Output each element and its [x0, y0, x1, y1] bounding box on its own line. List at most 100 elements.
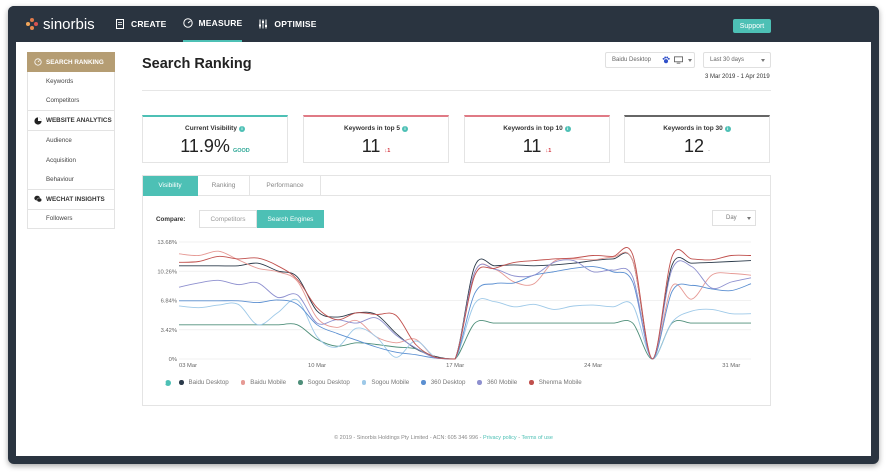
footer: © 2019 - Sinorbis Holdings Pty Limited -…	[16, 435, 871, 441]
granularity-value: Day	[726, 215, 737, 221]
tab-ranking[interactable]: Ranking	[198, 176, 250, 196]
legend-item-shenma-mobile[interactable]: Shenma Mobile	[529, 379, 582, 386]
granularity-select[interactable]: Day	[712, 210, 756, 226]
series-line-shenma-mobile[interactable]	[178, 247, 752, 360]
legend-item-baidu-mobile[interactable]: Baidu Mobile	[240, 379, 287, 386]
legend-label: Shenma Mobile	[538, 379, 582, 386]
kpi-delta: ↓1	[545, 148, 552, 154]
title-divider	[142, 90, 771, 91]
info-icon[interactable]: i	[564, 125, 571, 132]
series-line-360-desktop[interactable]	[178, 266, 752, 360]
engine-select[interactable]: Baidu Desktop	[605, 52, 695, 68]
legend-item-360-desktop[interactable]: 360 Desktop	[421, 379, 465, 386]
kpi-label-row: Current Visibility i	[143, 125, 287, 132]
kpi-value: 11	[522, 136, 542, 156]
series-line-sogou-mobile[interactable]	[178, 298, 752, 360]
legend-swatch	[361, 380, 367, 385]
sidebar-group-website-analytics[interactable]: WEBSITE ANALYTICS	[27, 111, 115, 131]
nav-measure[interactable]: MEASURE	[182, 6, 243, 42]
legend-item-360-mobile[interactable]: 360 Mobile	[477, 379, 517, 386]
x-tick-label: 17 Mar	[446, 363, 464, 369]
kpi-delta: -	[708, 148, 711, 154]
logo-text: sinorbis	[43, 16, 95, 33]
legend-item-baidu-desktop[interactable]: Baidu Desktop	[179, 379, 229, 386]
date-range-text: 3 Mar 2019 - 1 Apr 2019	[705, 74, 770, 80]
kpi-status-badge: GOOD	[232, 148, 250, 154]
sidebar-group-search-ranking[interactable]: SEARCH RANKING	[27, 52, 115, 72]
kpi-label-row: Keywords in top 30 i	[625, 125, 769, 132]
series-line-baidu-mobile[interactable]	[178, 250, 752, 360]
footer-separator: -	[518, 435, 522, 441]
legend-label: Baidu Desktop	[188, 379, 229, 386]
kpi-card-keywords-in-top-5: Keywords in top 5 i 11 ↓1	[303, 115, 449, 163]
sidebar-item-acquisition[interactable]: Acquisition	[27, 150, 115, 170]
y-tick-label: 6.84%	[161, 299, 177, 305]
nav-create[interactable]: CREATE	[115, 6, 167, 42]
chart-legend: i Baidu Desktop Baidu Mobile Sogou Desktop S…	[165, 379, 594, 386]
legend-item-sogou-mobile[interactable]: Sogou Mobile	[361, 379, 409, 386]
sidebar-item-behaviour[interactable]: Behaviour	[27, 170, 115, 190]
kpi-value-row: 12-	[625, 136, 769, 157]
sidebar-item-competitors[interactable]: Competitors	[27, 91, 115, 111]
kpi-label-row: Keywords in top 10 i	[465, 125, 609, 132]
kpi-value: 12	[683, 136, 705, 156]
y-tick-label: 13.68%	[157, 240, 177, 246]
tab-visibility[interactable]: Visibility	[143, 176, 198, 196]
info-icon[interactable]: i	[401, 125, 408, 132]
compare-competitors-button[interactable]: Competitors	[199, 210, 257, 228]
sidebar-item-audience[interactable]: Audience	[27, 131, 115, 151]
nav-label: OPTIMISE	[274, 19, 317, 29]
gauge-icon	[182, 17, 194, 29]
legend-swatch	[477, 380, 482, 385]
x-tick-label: 03 Mar	[179, 363, 197, 369]
support-button[interactable]: Support	[733, 19, 771, 33]
pie-icon	[34, 116, 42, 125]
info-icon[interactable]: i	[238, 125, 245, 132]
kpi-label: Keywords in top 10	[503, 125, 563, 132]
legend-label: Sogou Desktop	[307, 379, 350, 386]
legend-swatch	[529, 380, 534, 385]
legend-info-icon[interactable]: i	[165, 379, 171, 386]
x-tick-label: 24 Mar	[584, 363, 602, 369]
info-icon[interactable]: i	[724, 125, 731, 132]
page-title: Search Ranking	[142, 56, 252, 72]
main-content: SEARCH RANKING Keywords Competitors WEBSITE…	[16, 42, 871, 456]
legend-swatch	[421, 380, 426, 385]
kpi-card-keywords-in-top-30: Keywords in top 30 i 12-	[624, 115, 770, 163]
sinorbis-logo[interactable]: sinorbis	[26, 16, 95, 33]
sidebar-group-label: SEARCH RANKING	[46, 58, 104, 66]
x-tick-label: 10 Mar	[308, 363, 326, 369]
series-line-baidu-desktop[interactable]	[178, 252, 752, 360]
period-select[interactable]: Last 30 days	[703, 52, 771, 68]
legend-swatch	[240, 380, 246, 385]
kpi-label: Keywords in top 5	[344, 125, 400, 132]
compare-search-engines-button[interactable]: Search Engines	[257, 210, 324, 228]
legend-item-sogou-desktop[interactable]: Sogou Desktop	[298, 379, 350, 386]
sliders-icon	[258, 19, 269, 30]
chart-tabs: Visibility Ranking Performance	[143, 176, 321, 196]
chevron-down-icon	[688, 58, 693, 62]
top-nav-bar: sinorbis CREATE MEASURE OPTIMISE Support	[8, 6, 879, 42]
privacy-policy-link[interactable]: Privacy policy	[483, 435, 517, 441]
terms-of-use-link[interactable]: Terms of use	[521, 435, 553, 441]
kpi-label: Keywords in top 30	[663, 125, 723, 132]
kpi-card-current-visibility: Current Visibility i 11.9% GOOD	[142, 115, 288, 163]
tab-performance[interactable]: Performance	[250, 176, 321, 196]
sidebar: SEARCH RANKING Keywords Competitors WEBSITE…	[27, 52, 115, 229]
sidebar-group-label: WEBSITE ANALYTICS	[46, 117, 112, 124]
nav-optimise[interactable]: OPTIMISE	[258, 6, 316, 42]
engine-select-value: Baidu Desktop	[612, 57, 652, 63]
visibility-line-chart: 13.68% 10.26% 6.84% 3.42% 0%03 Mar 10 Mar 17 M…	[157, 240, 752, 369]
sidebar-item-keywords[interactable]: Keywords	[27, 72, 115, 92]
legend-label: Baidu Mobile	[250, 379, 287, 386]
main-nav: CREATE MEASURE OPTIMISE	[115, 6, 333, 42]
chevron-down-icon	[746, 216, 751, 220]
tabs-divider	[321, 195, 770, 196]
sidebar-item-followers[interactable]: Followers	[27, 209, 115, 229]
kpi-value-row: 11.9% GOOD	[143, 136, 287, 157]
sidebar-group-wechat-insights[interactable]: WECHAT INSIGHTS	[27, 189, 115, 210]
y-tick-label: 0%	[169, 357, 177, 363]
nav-label: MEASURE	[198, 18, 243, 28]
x-tick-label: 31 Mar	[722, 363, 740, 369]
